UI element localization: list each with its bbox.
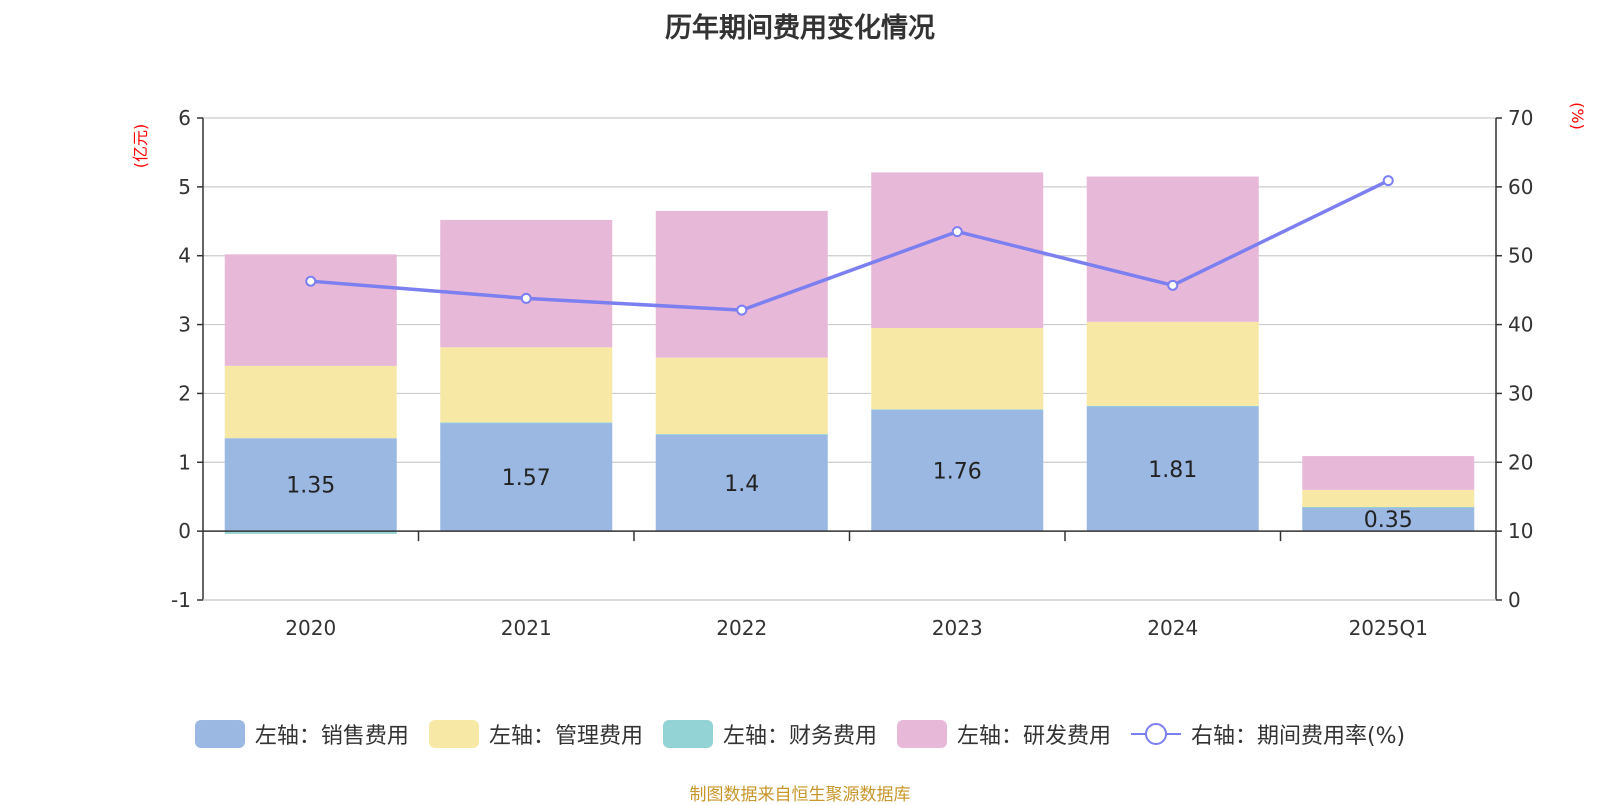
line-layer — [305, 175, 1394, 316]
bars-layer — [224, 172, 1475, 534]
legend-item[interactable]: 左轴：财务费用 — [662, 718, 877, 750]
y-right-tick-label: 60 — [1508, 175, 1533, 199]
legend-item[interactable]: 左轴：研发费用 — [896, 718, 1111, 750]
rate-point — [951, 226, 963, 238]
bar-segment — [655, 357, 828, 435]
y-right-tick-label: 50 — [1508, 244, 1533, 268]
x-tick-label: 2024 — [1147, 616, 1198, 640]
x-tick-label: 2021 — [501, 616, 552, 640]
rate-point — [520, 292, 532, 304]
x-tick-label: 2023 — [932, 616, 983, 640]
bar-segment — [871, 328, 1044, 410]
y-right-unit-label: (%) — [1568, 102, 1587, 130]
legend-label: 左轴：研发费用 — [956, 724, 1111, 749]
bar-segment — [224, 254, 397, 366]
legend-swatch — [428, 720, 479, 748]
bar-segment — [655, 434, 828, 435]
bar-segment — [440, 422, 613, 424]
bar-segment — [224, 531, 397, 534]
grid-lines — [203, 117, 1496, 601]
data-label: 1.57 — [502, 466, 551, 491]
legend-label: 左轴：财务费用 — [722, 724, 877, 749]
legend-label: 左轴：销售费用 — [254, 724, 409, 749]
y-right-tick-label: 20 — [1508, 450, 1533, 474]
legend-swatch — [896, 720, 947, 748]
legend-item[interactable]: 右轴：期间费用率(%) — [1130, 718, 1406, 750]
bar-segment — [1302, 507, 1475, 508]
labels-layer: 1.35 1.57 1.4 1.76 1.81 0.35 — [286, 458, 1412, 533]
x-tick-label: 2022 — [716, 616, 767, 640]
y-left-unit-label: (亿元) — [131, 124, 150, 169]
data-label: 1.81 — [1148, 458, 1197, 483]
bar-segment — [440, 423, 613, 532]
legend-swatch — [194, 720, 245, 748]
bar-segment — [1302, 507, 1475, 532]
legend-line-swatch — [1130, 723, 1181, 745]
legend-swatch — [662, 720, 713, 748]
rate-point — [1167, 279, 1179, 291]
y-right-tick-label: 30 — [1508, 381, 1533, 405]
legend-item[interactable]: 左轴：管理费用 — [428, 718, 643, 750]
data-label: 1.4 — [724, 472, 759, 497]
source-note: 制图数据来自恒生聚源数据库 — [689, 785, 911, 805]
y-left-tick-label: 6 — [178, 106, 191, 130]
bar-segment — [224, 438, 397, 532]
bar-segment — [440, 219, 613, 348]
data-label: 0.35 — [1364, 508, 1413, 533]
legend-item[interactable]: 左轴：销售费用 — [194, 718, 409, 750]
bar-segment — [655, 210, 828, 358]
bar-segment — [871, 409, 1044, 532]
y-left-tick-label: 0 — [178, 519, 191, 543]
y-left-tick-label: 2 — [178, 381, 191, 405]
x-tick-label: 2025Q1 — [1349, 616, 1428, 640]
y-left-tick-label: -1 — [171, 588, 191, 612]
rate-line — [310, 179, 1390, 312]
y-left-tick-label: 4 — [178, 244, 191, 268]
bar-segment — [655, 434, 828, 532]
bar-segment — [224, 365, 397, 439]
y-right-tick-label: 0 — [1508, 588, 1521, 612]
bar-segment — [1302, 489, 1475, 508]
bar-segment — [1086, 406, 1259, 532]
y-right-tick-label: 10 — [1508, 519, 1533, 543]
bar-segment — [440, 347, 613, 423]
legend-label: 左轴：管理费用 — [488, 724, 643, 749]
x-tick-label: 2020 — [285, 616, 336, 640]
y-left-tick-label: 1 — [178, 450, 191, 474]
bar-segment — [1086, 321, 1259, 406]
legend-label: 右轴：期间费用率(%) — [1190, 724, 1406, 749]
y-left-tick-label: 3 — [178, 313, 191, 337]
legend: 左轴：销售费用 左轴：管理费用 左轴：财务费用 左轴：研发费用 右轴：期间费用率(%) — [0, 718, 1600, 750]
bar-segment — [1086, 176, 1259, 322]
bar-segment — [871, 409, 1044, 411]
data-label: 1.76 — [933, 460, 982, 485]
y-right-tick-label: 40 — [1508, 313, 1533, 337]
bar-segment — [871, 172, 1044, 329]
chart-title: 历年期间费用变化情况 — [665, 13, 935, 44]
rate-point — [1382, 175, 1394, 187]
rate-point — [736, 304, 748, 316]
y-left-tick-label: 5 — [178, 175, 191, 199]
bar-segment — [1302, 456, 1475, 490]
y-right-tick-label: 70 — [1508, 106, 1533, 130]
rate-point — [305, 275, 317, 287]
bar-segment — [1086, 405, 1259, 407]
data-label: 1.35 — [286, 474, 335, 499]
